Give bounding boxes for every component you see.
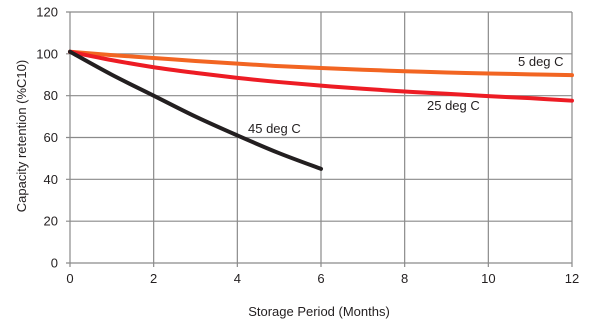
y-tick-label: 0 [51,256,58,271]
grid [66,11,573,267]
y-tick-label: 40 [44,172,58,187]
series-label-5-deg-c: 5 deg C [518,54,564,69]
x-tick-label: 0 [66,271,73,286]
y-tick-label: 60 [44,130,58,145]
x-tick-label: 4 [234,271,241,286]
x-tick-label: 8 [401,271,408,286]
series-line-25-deg-c [68,49,574,103]
y-tick-label: 100 [36,46,58,61]
x-axis-label: Storage Period (Months) [248,304,390,319]
series-layer [68,49,574,171]
series-line-5-deg-c [68,49,574,78]
x-tick-label: 6 [317,271,324,286]
y-axis-label: Capacity retention (%C10) [14,60,29,212]
series-label-45-deg-c: 45 deg C [248,121,301,136]
x-tick-label: 10 [481,271,495,286]
x-tick-label: 12 [565,271,579,286]
y-tick-label: 80 [44,88,58,103]
series-labels: 5 deg C 25 deg C 45 deg C [248,54,564,136]
y-tick-label: 20 [44,214,58,229]
x-tick-label: 2 [150,271,157,286]
series-line-45-deg-c [68,49,323,171]
series-label-25-deg-c: 25 deg C [427,98,480,113]
y-tick-label: 120 [36,5,58,20]
